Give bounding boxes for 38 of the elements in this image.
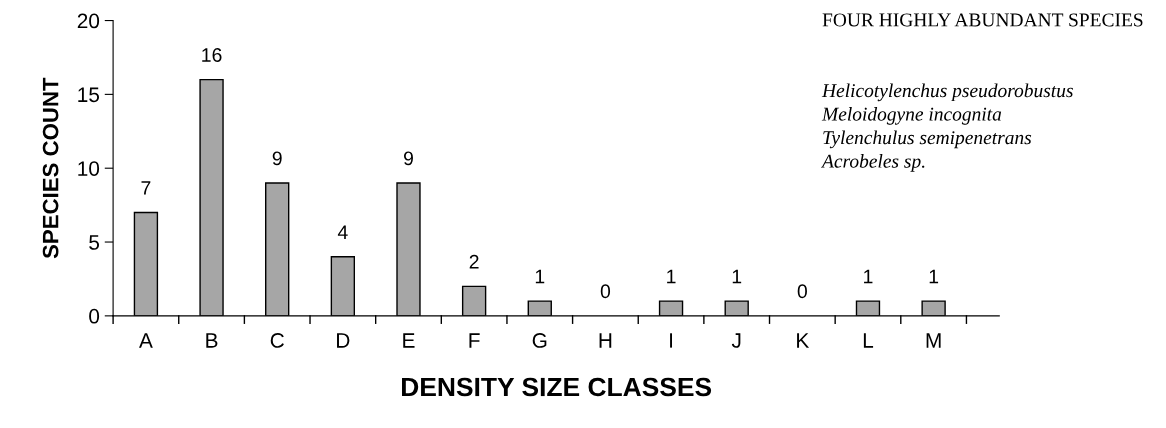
x-tick-label: D xyxy=(337,333,350,348)
data-label: 9 xyxy=(403,151,413,166)
data-label: 1 xyxy=(732,269,742,284)
data-label: 2 xyxy=(469,254,479,269)
x-tick-label: E xyxy=(403,333,415,348)
data-label: 1 xyxy=(535,269,545,284)
data-label: 1 xyxy=(864,269,873,284)
annotation: FOUR HIGHLY ABUNDANT SPECIES xyxy=(822,13,1143,27)
x-tick-label: F xyxy=(469,333,480,348)
x-tick-label: H xyxy=(599,333,612,348)
x-tick-label: L xyxy=(863,333,874,348)
data-label: 16 xyxy=(202,48,222,62)
annotation: Meloidogyne incognita xyxy=(821,107,1002,125)
y-tick-label: 10 xyxy=(78,161,100,176)
y-tick-label: 0 xyxy=(89,308,100,324)
annotation: Tylenchulus semipenetrans xyxy=(823,130,1032,149)
data-label: 1 xyxy=(667,269,676,284)
data-label: 4 xyxy=(337,225,348,239)
y-tick-label: 15 xyxy=(78,87,100,103)
y-tick-label: 5 xyxy=(89,235,100,250)
annotation: Acrobeles sp. xyxy=(820,154,925,172)
x-tick-label: I xyxy=(670,333,673,348)
data-label: 7 xyxy=(141,181,151,195)
data-label: 0 xyxy=(600,284,611,299)
x-axis-title: DENSITY SIZE CLASSES xyxy=(402,377,712,397)
x-tick-label: G xyxy=(532,333,547,348)
x-tick-label: K xyxy=(797,333,810,348)
y-axis-title: SPECIES COUNT xyxy=(42,77,59,259)
data-label: 1 xyxy=(929,269,939,284)
data-label: 0 xyxy=(797,284,807,299)
x-tick-label: J xyxy=(731,333,741,348)
data-label: 9 xyxy=(272,151,282,166)
x-tick-label: C xyxy=(270,333,284,348)
annotation: Helicotylenchus pseudorobustus xyxy=(821,83,1073,102)
x-tick-label: M xyxy=(926,333,941,348)
x-tick-label: B xyxy=(206,333,218,348)
y-tick-label: 20 xyxy=(77,13,100,29)
x-tick-label: A xyxy=(139,333,153,348)
